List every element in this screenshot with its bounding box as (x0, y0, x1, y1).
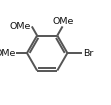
Text: Br: Br (83, 49, 93, 58)
Text: OMe: OMe (52, 17, 74, 26)
Text: OMe: OMe (10, 22, 31, 31)
Text: OMe: OMe (0, 49, 16, 58)
